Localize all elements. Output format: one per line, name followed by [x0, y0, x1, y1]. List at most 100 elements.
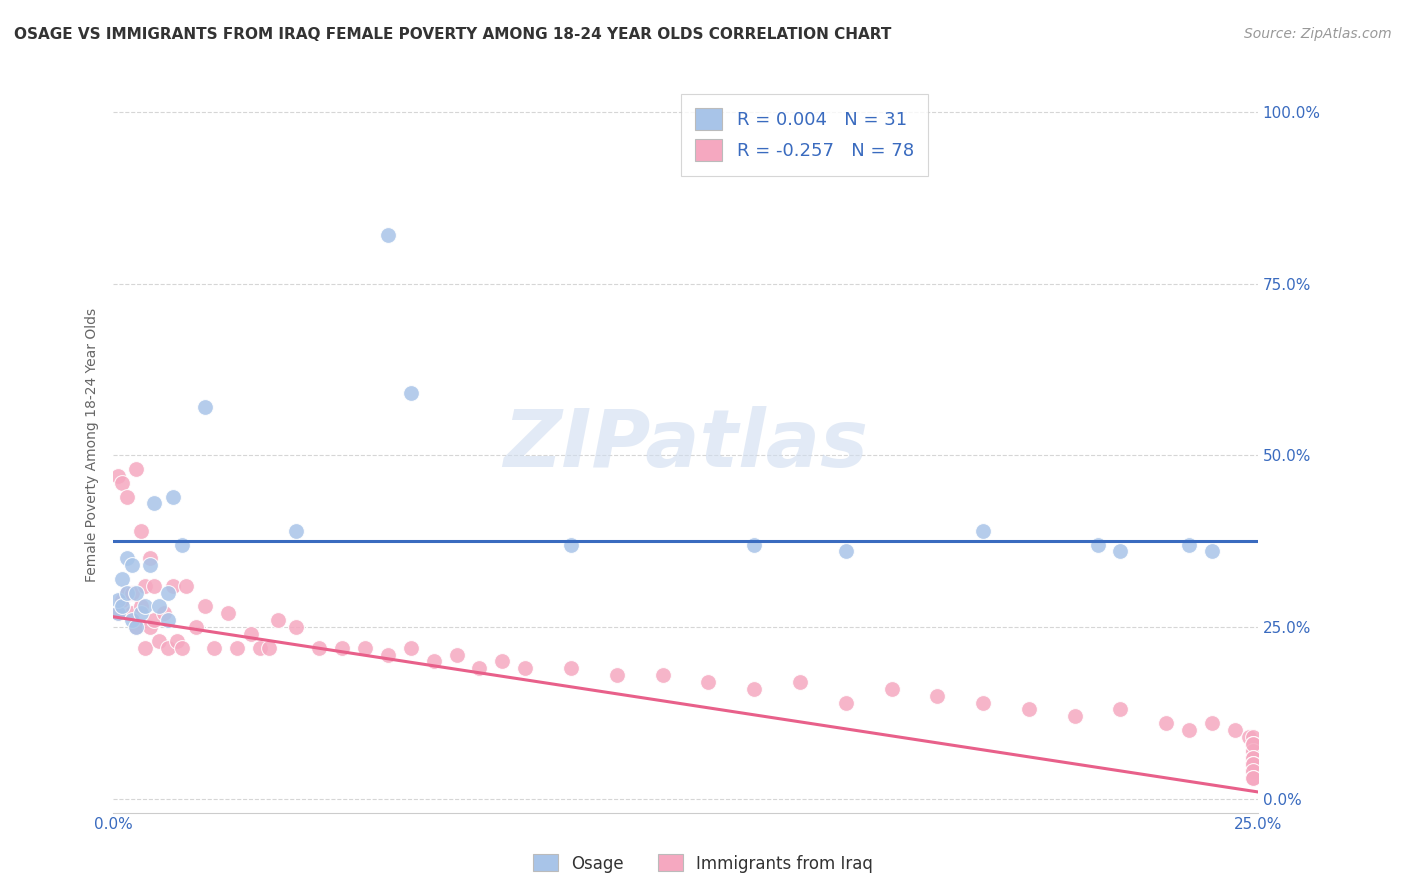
Point: [560, 661, 582, 675]
Point: [1223, 723, 1246, 737]
Point: [880, 681, 903, 696]
Point: [107, 607, 129, 621]
Point: [446, 648, 468, 662]
Point: [1241, 771, 1264, 785]
Point: [134, 640, 156, 655]
Point: [107, 469, 129, 483]
Point: [129, 607, 152, 621]
Point: [606, 668, 628, 682]
Point: [835, 696, 858, 710]
Point: [121, 585, 143, 599]
Point: [111, 599, 134, 614]
Point: [107, 607, 129, 621]
Point: [125, 585, 148, 599]
Point: [1241, 750, 1264, 764]
Point: [111, 592, 134, 607]
Point: [1241, 737, 1264, 751]
Point: [1241, 730, 1264, 744]
Point: [1241, 757, 1264, 772]
Point: [399, 386, 422, 401]
Point: [157, 640, 180, 655]
Point: [1241, 750, 1264, 764]
Point: [184, 620, 207, 634]
Point: [162, 579, 184, 593]
Point: [125, 620, 148, 634]
Point: [125, 620, 148, 634]
Point: [170, 640, 193, 655]
Text: OSAGE VS IMMIGRANTS FROM IRAQ FEMALE POVERTY AMONG 18-24 YEAR OLDS CORRELATION C: OSAGE VS IMMIGRANTS FROM IRAQ FEMALE POV…: [14, 27, 891, 42]
Point: [129, 599, 152, 614]
Point: [330, 640, 353, 655]
Point: [134, 599, 156, 614]
Point: [139, 551, 162, 566]
Point: [1201, 716, 1223, 731]
Point: [176, 579, 198, 593]
Point: [202, 640, 225, 655]
Point: [267, 613, 290, 627]
Point: [1087, 538, 1109, 552]
Point: [134, 579, 156, 593]
Point: [157, 613, 180, 627]
Point: [651, 668, 673, 682]
Point: [143, 613, 166, 627]
Point: [835, 544, 858, 558]
Point: [1241, 757, 1264, 772]
Point: [107, 592, 129, 607]
Point: [927, 689, 949, 703]
Point: [115, 585, 138, 599]
Point: [148, 633, 170, 648]
Legend: Osage, Immigrants from Iraq: Osage, Immigrants from Iraq: [527, 847, 879, 880]
Point: [111, 572, 134, 586]
Point: [515, 661, 537, 675]
Point: [257, 640, 280, 655]
Point: [194, 401, 217, 415]
Point: [422, 654, 444, 668]
Point: [121, 558, 143, 573]
Point: [194, 599, 217, 614]
Point: [308, 640, 330, 655]
Point: [1109, 544, 1132, 558]
Point: [377, 648, 399, 662]
Point: [1241, 737, 1264, 751]
Point: [1241, 764, 1264, 779]
Y-axis label: Female Poverty Among 18-24 Year Olds: Female Poverty Among 18-24 Year Olds: [86, 308, 100, 582]
Point: [1241, 764, 1264, 779]
Point: [121, 607, 143, 621]
Point: [170, 538, 193, 552]
Point: [162, 490, 184, 504]
Point: [1237, 730, 1260, 744]
Point: [1241, 757, 1264, 772]
Point: [377, 228, 399, 243]
Point: [789, 675, 811, 690]
Point: [285, 620, 308, 634]
Point: [115, 490, 138, 504]
Point: [1241, 771, 1264, 785]
Point: [354, 640, 377, 655]
Point: [217, 607, 239, 621]
Text: ZIPatlas: ZIPatlas: [503, 406, 868, 484]
Point: [152, 607, 174, 621]
Point: [972, 696, 994, 710]
Point: [1241, 737, 1264, 751]
Point: [697, 675, 720, 690]
Point: [121, 613, 143, 627]
Point: [742, 538, 765, 552]
Point: [129, 524, 152, 538]
Legend: R = 0.004   N = 31, R = -0.257   N = 78: R = 0.004 N = 31, R = -0.257 N = 78: [681, 94, 928, 176]
Point: [1178, 538, 1201, 552]
Point: [157, 585, 180, 599]
Point: [1201, 544, 1223, 558]
Point: [249, 640, 271, 655]
Point: [1241, 744, 1264, 758]
Point: [143, 579, 166, 593]
Point: [1018, 702, 1040, 716]
Point: [139, 558, 162, 573]
Point: [239, 627, 262, 641]
Point: [225, 640, 247, 655]
Point: [1154, 716, 1177, 731]
Point: [1178, 723, 1201, 737]
Point: [399, 640, 422, 655]
Point: [560, 538, 582, 552]
Point: [166, 633, 188, 648]
Point: [468, 661, 491, 675]
